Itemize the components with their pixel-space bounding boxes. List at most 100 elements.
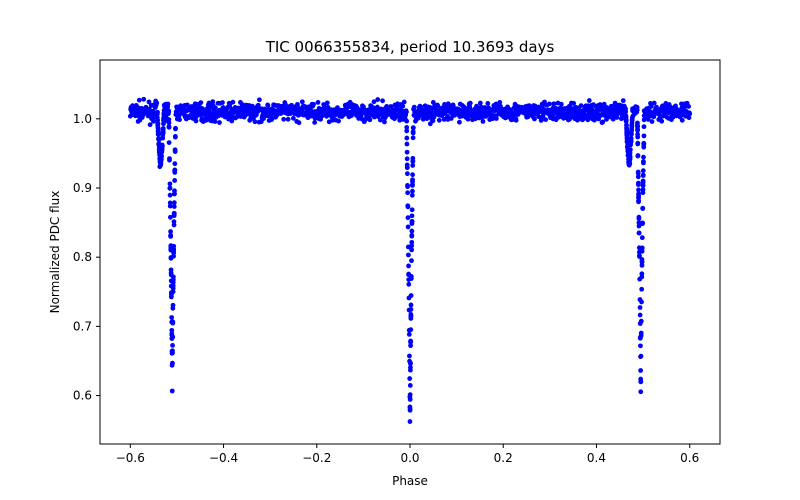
data-point xyxy=(198,100,204,106)
data-point xyxy=(407,419,413,424)
data-point xyxy=(620,98,626,104)
data-point xyxy=(312,120,318,125)
data-point xyxy=(406,295,412,301)
data-point xyxy=(628,142,633,148)
data-point xyxy=(493,116,499,121)
data-point xyxy=(330,117,335,123)
data-point xyxy=(158,160,164,166)
data-point xyxy=(252,119,258,125)
data-point xyxy=(624,128,630,133)
data-point xyxy=(408,343,413,349)
data-point xyxy=(637,305,643,310)
data-point xyxy=(637,297,643,302)
data-point xyxy=(550,112,556,118)
data-point xyxy=(634,107,640,113)
data-point xyxy=(638,368,644,373)
data-point xyxy=(168,233,174,239)
x-axis-label: Phase xyxy=(392,474,428,488)
data-point xyxy=(543,117,549,122)
data-point xyxy=(477,100,483,106)
data-point xyxy=(410,129,416,135)
data-point xyxy=(410,158,416,164)
data-point xyxy=(404,156,410,162)
data-point xyxy=(156,144,162,150)
data-point xyxy=(408,307,414,312)
data-point xyxy=(380,98,385,104)
data-point xyxy=(686,104,691,109)
data-point xyxy=(168,294,174,300)
data-point xyxy=(406,327,412,333)
data-point xyxy=(371,99,377,105)
data-point xyxy=(624,135,630,141)
data-point xyxy=(171,250,177,256)
data-point xyxy=(406,271,412,277)
data-point xyxy=(409,258,414,264)
data-point xyxy=(375,97,381,102)
data-point xyxy=(170,320,176,326)
data-point xyxy=(640,206,646,211)
data-point xyxy=(168,246,174,252)
data-point xyxy=(170,280,176,285)
data-point xyxy=(217,120,222,125)
data-point xyxy=(640,182,646,188)
data-point xyxy=(265,103,271,108)
data-point xyxy=(151,118,156,124)
data-point xyxy=(679,101,684,107)
data-point xyxy=(229,118,235,124)
data-point xyxy=(635,122,640,128)
data-point xyxy=(636,223,642,229)
data-point xyxy=(639,235,645,241)
data-point xyxy=(404,141,410,147)
data-point xyxy=(155,121,161,126)
data-point xyxy=(324,100,330,106)
data-point xyxy=(480,119,486,124)
data-point xyxy=(639,248,645,254)
x-tick-label: 0.6 xyxy=(680,451,699,465)
data-point xyxy=(172,149,178,155)
data-point xyxy=(212,119,218,124)
data-point xyxy=(651,100,657,106)
data-point xyxy=(641,159,646,165)
data-point xyxy=(136,97,142,103)
data-point xyxy=(627,162,632,167)
data-point xyxy=(635,174,641,180)
data-points-layer xyxy=(127,96,693,424)
data-point xyxy=(156,130,161,136)
x-tick-label: 0.4 xyxy=(587,451,606,465)
data-point xyxy=(558,101,564,107)
data-point xyxy=(165,101,171,107)
data-point xyxy=(155,117,161,123)
data-point xyxy=(513,117,519,123)
data-point xyxy=(404,109,409,115)
data-point xyxy=(405,224,411,230)
data-point xyxy=(404,149,410,155)
data-point xyxy=(659,118,665,124)
data-point xyxy=(630,106,635,112)
data-point xyxy=(638,343,643,349)
data-point xyxy=(467,100,473,106)
data-point xyxy=(160,126,166,131)
data-point xyxy=(405,203,411,209)
data-point xyxy=(409,192,415,198)
data-point xyxy=(635,170,641,176)
data-point xyxy=(638,389,644,395)
data-point xyxy=(170,342,175,348)
data-point xyxy=(551,101,557,107)
data-point xyxy=(285,116,291,122)
data-point xyxy=(407,376,413,381)
data-point xyxy=(679,117,685,123)
data-point xyxy=(638,318,644,324)
data-point xyxy=(640,221,645,227)
data-point xyxy=(436,117,442,123)
data-point xyxy=(637,312,643,318)
data-point xyxy=(635,140,641,146)
data-point xyxy=(409,213,415,219)
data-point xyxy=(410,179,415,184)
data-point xyxy=(485,101,491,106)
data-point xyxy=(210,99,216,105)
data-point xyxy=(170,286,176,291)
data-point xyxy=(220,100,225,105)
data-point xyxy=(641,133,647,139)
data-point xyxy=(161,114,167,120)
